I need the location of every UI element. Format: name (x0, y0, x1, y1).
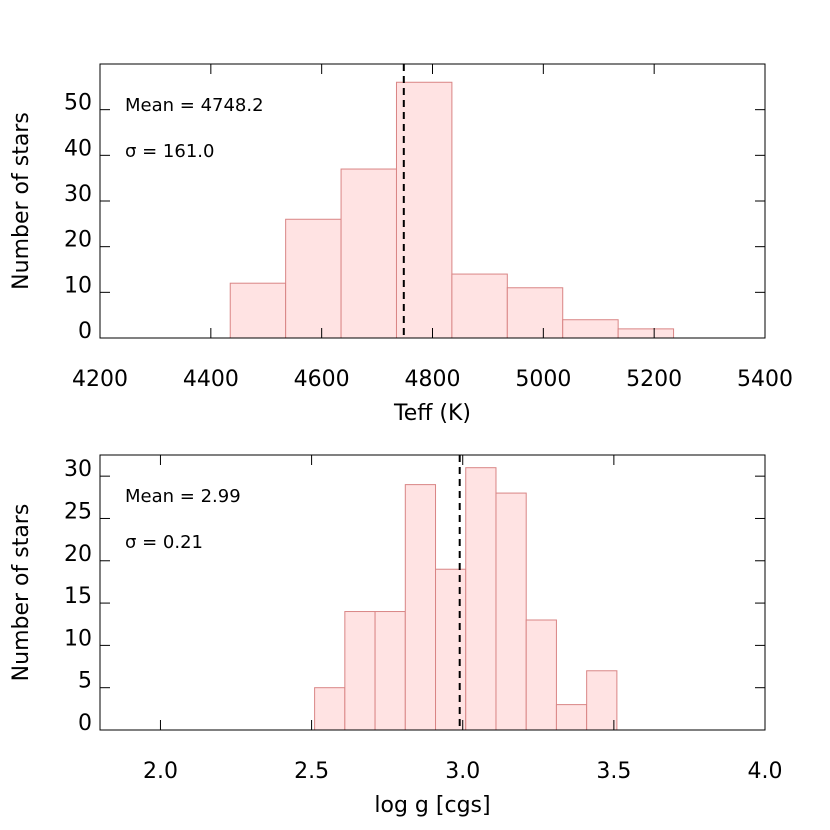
y-tick-label: 20 (64, 228, 92, 253)
x-tick-label: 4400 (183, 367, 239, 392)
bar (374, 611, 406, 731)
y-tick-label: 0 (78, 711, 92, 736)
y-tick-label: 30 (64, 182, 92, 207)
bar (451, 273, 508, 339)
y-tick-label: 50 (64, 91, 92, 116)
x-tick-label: 2.0 (143, 759, 178, 784)
y-tick-label: 25 (64, 499, 92, 524)
y-tick-label: 10 (64, 626, 92, 651)
bar (314, 687, 346, 731)
bar (465, 467, 497, 731)
y-tick-label: 5 (78, 669, 92, 694)
bar (555, 704, 588, 731)
annotation: σ = 0.21 (125, 532, 203, 553)
bar (344, 611, 376, 731)
x-tick-label: 4600 (294, 367, 350, 392)
y-axis-label: Number of stars (9, 504, 34, 682)
bar (586, 670, 618, 731)
y-tick-label: 30 (64, 457, 92, 482)
bar (506, 287, 564, 339)
x-tick-label: 4.0 (748, 759, 783, 784)
y-tick-label: 20 (64, 542, 92, 567)
bar (404, 484, 437, 731)
bar (229, 282, 287, 339)
y-tick-label: 10 (64, 273, 92, 298)
bar (435, 568, 467, 731)
x-axis-label: log g [cgs] (374, 793, 490, 818)
annotation: Mean = 2.99 (125, 486, 241, 507)
bar (495, 492, 527, 731)
y-tick-label: 15 (64, 584, 92, 609)
annotation: Mean = 4748.2 (125, 95, 264, 116)
x-tick-label: 4800 (405, 367, 461, 392)
plot-frame (99, 454, 766, 731)
annotation: σ = 161.0 (125, 141, 214, 162)
x-tick-label: 5400 (737, 367, 793, 392)
x-tick-label: 5000 (515, 367, 571, 392)
y-tick-label: 40 (64, 136, 92, 161)
y-tick-label: 0 (78, 319, 92, 344)
x-tick-label: 4200 (72, 367, 128, 392)
bar (617, 328, 675, 339)
x-tick-label: 2.5 (294, 759, 329, 784)
bar (285, 218, 342, 339)
y-axis-label: Number of stars (9, 112, 34, 290)
bar (340, 168, 397, 339)
bar (525, 619, 557, 731)
x-axis-label: Teff (K) (393, 401, 471, 426)
x-tick-label: 3.5 (596, 759, 631, 784)
x-tick-label: 5200 (626, 367, 682, 392)
x-tick-label: 3.0 (445, 759, 480, 784)
bar (562, 319, 619, 339)
bar (395, 81, 453, 339)
